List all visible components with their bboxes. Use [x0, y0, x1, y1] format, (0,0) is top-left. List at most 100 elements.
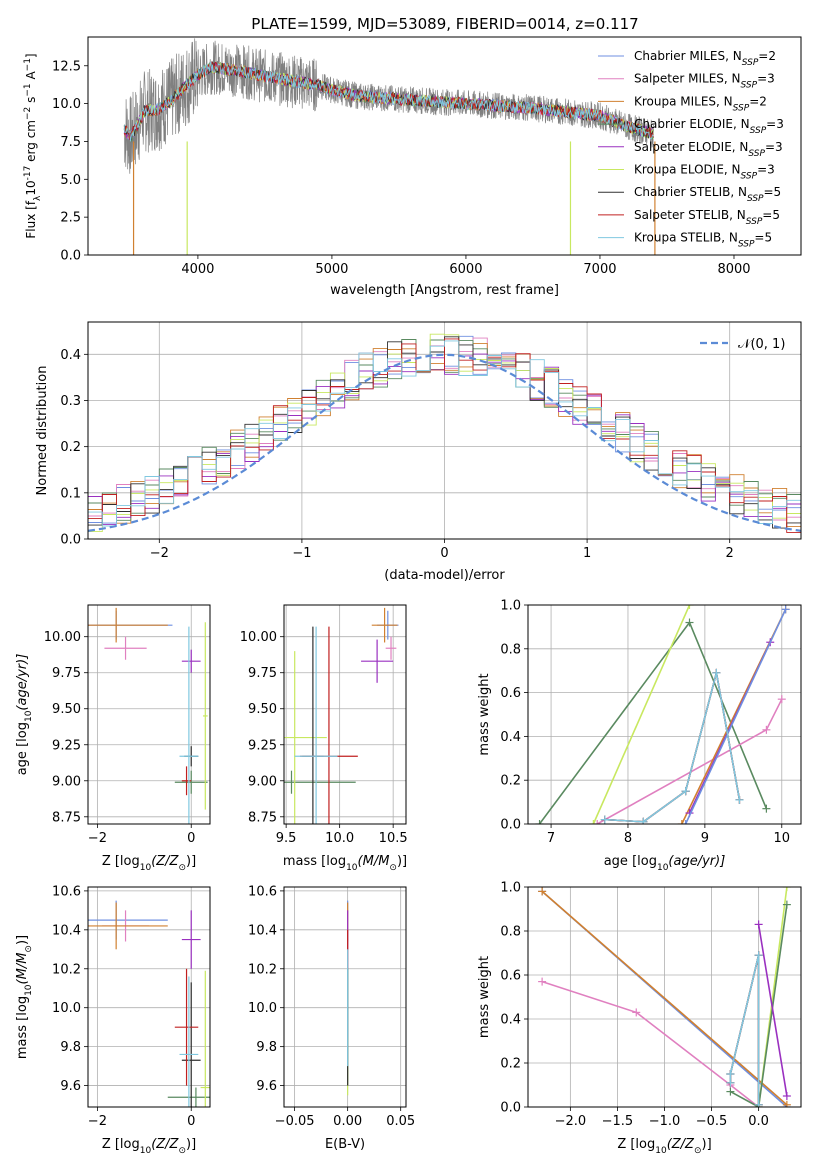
y-axis-label-text: Flux [fλ10-17 erg cm−2 s−1 A−1] — [23, 53, 43, 238]
x-axis-label-part: E(B-V) — [325, 1137, 365, 1152]
x-axis-label: Z [log10(Z/Z⊙)] — [102, 854, 196, 873]
axes-age-mass: 9.5 10.0 10.5 8.75 9.00 9.25 9.50 9.75 10.00 mass… — [240, 604, 408, 873]
axes-frame — [87, 604, 211, 825]
legend-label: Kroupa ELODIE, NSSP=3 — [634, 163, 775, 182]
x-axis-label-part: 10 — [657, 863, 669, 873]
x-axis-label-part: 10 — [346, 863, 358, 873]
y-axis-label-text-part: )] — [15, 935, 30, 945]
x-tick-label: 7 — [547, 831, 555, 846]
legend-label: Salpeter STELIB, NSSP=5 — [634, 208, 780, 227]
axes-frame — [87, 886, 211, 1108]
x-axis-label-part: )] — [186, 1137, 196, 1152]
x-tick-label: 5000 — [315, 262, 348, 277]
y-axis-label-text-part: age [log — [15, 722, 30, 775]
axes-frame — [527, 604, 802, 825]
x-tick-label: 0.00 — [333, 1114, 362, 1129]
legend-label-part: Kroupa ELODIE, N — [634, 163, 741, 177]
legend-label-part: Chabrier STELIB, N — [634, 185, 747, 199]
weight-line — [757, 924, 788, 1097]
x-axis-label: wavelength [Angstrom, rest frame] — [330, 283, 559, 298]
y-axis-label: mass weight — [477, 956, 492, 1038]
axes-frame — [87, 36, 802, 256]
y-tick-label: 9.25 — [248, 738, 277, 753]
x-axis-label-part: (Z/Z — [151, 854, 179, 869]
x-axis-label-part: (Z/Z — [667, 1137, 695, 1152]
x-tick-label: −2 — [88, 831, 107, 846]
x-axis-label: Z [log10(Z/Z⊙)] — [102, 1137, 196, 1156]
x-axis-label-part: mass [log — [283, 854, 346, 869]
legend-label-part: =2 — [758, 49, 776, 63]
weight-line — [596, 698, 783, 824]
x-axis-label: E(B-V) — [325, 1137, 365, 1152]
y-axis-label-text-part: 10 — [24, 984, 34, 996]
legend-label: 𝒩(0, 1) — [738, 337, 785, 352]
legend-label: Salpeter ELODIE, NSSP=3 — [634, 140, 783, 159]
y-axis-label-text-part: 10 — [24, 710, 34, 722]
x-tick-label: 1 — [583, 546, 591, 561]
x-tick-label: 0.05 — [386, 1114, 415, 1129]
weight-line — [729, 955, 760, 1105]
x-axis-label: Z [log10(Z/Z⊙)] — [617, 1137, 711, 1156]
y-tick-label: 9.75 — [52, 666, 81, 681]
y-tick-label: 8.75 — [52, 810, 81, 825]
y-axis-label-text-part: ⊙ — [24, 945, 34, 953]
x-tick-label: 9 — [701, 831, 709, 846]
legend-label-part: SSP — [733, 103, 750, 113]
y-tick-label: 9.8 — [60, 1040, 81, 1055]
legend-label-part: Salpeter STELIB, N — [634, 208, 746, 222]
y-axis-label: mass [log10(M/M⊙)] — [15, 935, 34, 1059]
y-axis-label-text-part: (M/M — [15, 953, 30, 985]
x-axis-label-part: Z [log — [102, 854, 140, 869]
y-tick-label: 12.5 — [52, 59, 81, 74]
legend-label-part: SSP — [750, 126, 767, 136]
weight-line — [684, 609, 787, 824]
legend-label-part: =3 — [765, 140, 783, 154]
y-tick-label: 0.0 — [500, 818, 521, 833]
y-tick-label: 0.8 — [500, 642, 521, 657]
y-axis-label-text-part: −1 — [23, 58, 33, 71]
x-axis-label-part: 10 — [655, 1146, 667, 1156]
plot-area-weight-Z — [538, 887, 791, 1107]
legend-label-part: =2 — [749, 94, 767, 108]
y-tick-label: 5.0 — [60, 173, 81, 188]
y-tick-label: 0.4 — [500, 1013, 521, 1028]
plot-area-weight-age — [535, 605, 790, 824]
legend-label-part: Chabrier MILES, N — [634, 49, 742, 63]
x-axis-label-part: Z [log — [102, 1137, 140, 1152]
legend-label: Kroupa MILES, NSSP=2 — [634, 94, 767, 113]
x-tick-label: 8000 — [717, 262, 750, 277]
y-tick-label: 10.4 — [248, 923, 277, 938]
y-tick-label: 1.0 — [500, 599, 521, 614]
y-tick-label: 10.0 — [52, 97, 81, 112]
y-tick-label: 10.4 — [52, 923, 81, 938]
axes-mass-EBV: −0.05 0.00 0.05 9.6 9.8 10.0 10.2 10.4 10.6 E(B-V… — [248, 884, 415, 1152]
x-axis-label: mass [log10(M/M⊙)] — [283, 854, 407, 873]
y-axis-label-text-part: (age/yr)] — [15, 654, 30, 711]
x-tick-label: 9.5 — [276, 831, 297, 846]
y-axis-label-text-part: -17 — [23, 166, 33, 181]
axes-frame — [283, 886, 407, 1108]
y-tick-label: 10.0 — [52, 1001, 81, 1016]
x-axis-label-part: ⊙ — [389, 863, 397, 873]
x-tick-label: 6000 — [449, 262, 482, 277]
plot-area-residuals — [88, 333, 801, 533]
weight-line — [730, 904, 788, 1107]
y-axis-label-text: mass [log10(M/M⊙)] — [15, 935, 34, 1059]
y-tick-label: 7.5 — [60, 135, 81, 150]
y-tick-label: 9.8 — [256, 1040, 277, 1055]
x-tick-label: 2 — [726, 546, 734, 561]
y-tick-label: 0.1 — [60, 486, 81, 501]
x-axis-label-part: )] — [397, 854, 407, 869]
legend-label-part: =5 — [762, 208, 780, 222]
y-axis-label-text-part: ] — [24, 53, 38, 58]
legend-label-part: Kroupa STELIB, N — [634, 231, 738, 245]
y-tick-label: 0.8 — [500, 925, 521, 940]
y-axis-label: age [log10(age/yr)] — [15, 654, 34, 776]
histogram-step — [88, 340, 801, 527]
x-tick-label: 8 — [624, 831, 632, 846]
legend-label-part: =3 — [757, 72, 775, 86]
y-tick-label: 0.6 — [500, 969, 521, 984]
y-tick-label: 0.2 — [60, 440, 81, 455]
